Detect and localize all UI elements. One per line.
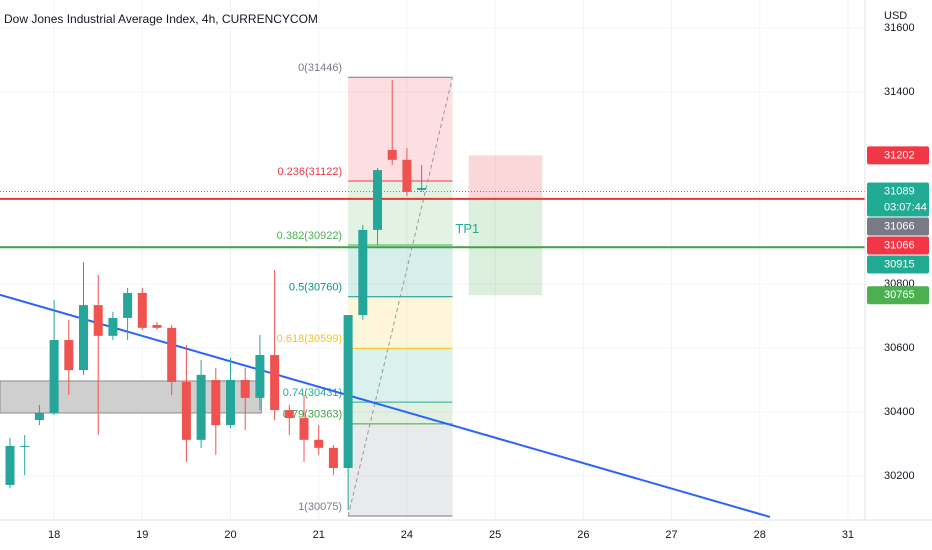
x-tick-label: 31 — [842, 529, 854, 541]
candle-body — [284, 410, 294, 419]
price-tag — [867, 255, 929, 274]
price-tag-label: 31066 — [884, 220, 915, 232]
candle-body — [137, 292, 147, 328]
fib-label: 0.236(31122) — [277, 166, 342, 178]
fib-trend — [347, 77, 453, 517]
candle-body — [343, 315, 353, 468]
candle-body — [196, 374, 206, 440]
y-tick-label: 31600 — [884, 22, 915, 34]
annotation: TP1 — [455, 221, 479, 236]
price-tag — [867, 286, 929, 305]
price-tag — [867, 182, 929, 217]
price-tag-label: 31089 — [884, 185, 915, 197]
price-countdown: 03:07:44 — [884, 201, 927, 213]
x-tick-label: 27 — [665, 529, 677, 541]
price-tag — [867, 146, 929, 165]
y-tick-label: 30400 — [884, 406, 915, 418]
candle-body — [299, 418, 309, 440]
candle-body — [79, 305, 89, 371]
candle-body — [123, 292, 133, 318]
candle-body — [387, 149, 397, 160]
chart-title: Dow Jones Industrial Average Index, 4h, … — [4, 12, 318, 26]
candle-body — [270, 355, 280, 411]
fib-label: 0.74(30431) — [283, 387, 342, 399]
x-tick-label: 28 — [754, 529, 766, 541]
price-tag-label: 31202 — [884, 149, 915, 161]
x-tick-label: 18 — [48, 529, 60, 541]
candle-body — [152, 324, 162, 328]
candle-body — [34, 412, 44, 420]
candle-body — [417, 188, 427, 190]
trend-line — [0, 293, 771, 518]
fib-band — [348, 77, 453, 181]
candles — [5, 80, 427, 510]
y-tick-label: 30200 — [884, 470, 915, 482]
grid — [0, 0, 865, 520]
candle-body — [314, 439, 324, 448]
candle-body — [49, 340, 59, 413]
candle-body — [358, 229, 368, 316]
y-tick-label: 30600 — [884, 342, 915, 354]
axis-unit: USD — [884, 10, 907, 22]
x-tick-label: 26 — [577, 529, 589, 541]
candle-body — [181, 381, 191, 440]
candle-body — [373, 170, 383, 230]
candle-body — [5, 445, 15, 485]
fib-label: 1(30075) — [298, 501, 342, 513]
overlay: 0(31446) 0.236(31122) 0.382(30922) 0.5(3076… — [0, 62, 865, 518]
candle-body — [20, 445, 30, 447]
candle-body — [93, 305, 103, 336]
candle-body — [211, 380, 221, 426]
candle-body — [255, 355, 265, 398]
fib-label: 0.618(30599) — [277, 333, 342, 345]
price-tag-label: 30915 — [884, 258, 915, 270]
fib-band — [348, 423, 453, 516]
price-tag — [867, 236, 929, 255]
fib-band — [348, 348, 453, 403]
fib-label: 0.79(30363) — [283, 409, 342, 421]
x-tick-label: 24 — [401, 529, 413, 541]
price-tag-label: 31066 — [884, 239, 915, 251]
candle-body — [402, 159, 412, 192]
price-tag-label: 30765 — [884, 289, 915, 301]
price-tag — [867, 217, 929, 236]
fib-label: 0.382(30922) — [277, 230, 342, 242]
candle-body — [64, 340, 74, 371]
x-tick-label: 25 — [489, 529, 501, 541]
y-tick-label: 31400 — [884, 86, 915, 98]
x-tick-label: 19 — [136, 529, 148, 541]
fib-label: 0(31446) — [298, 62, 342, 74]
x-tick-label: 21 — [313, 529, 325, 541]
x-tick-label: 20 — [224, 529, 236, 541]
candle-body — [328, 447, 338, 468]
candle-body — [167, 327, 177, 382]
candle-body — [240, 380, 250, 398]
fib-label: 0.5(30760) — [289, 282, 342, 294]
candle-body — [108, 317, 118, 336]
stop-zone — [468, 155, 543, 199]
candle-body — [226, 380, 236, 426]
